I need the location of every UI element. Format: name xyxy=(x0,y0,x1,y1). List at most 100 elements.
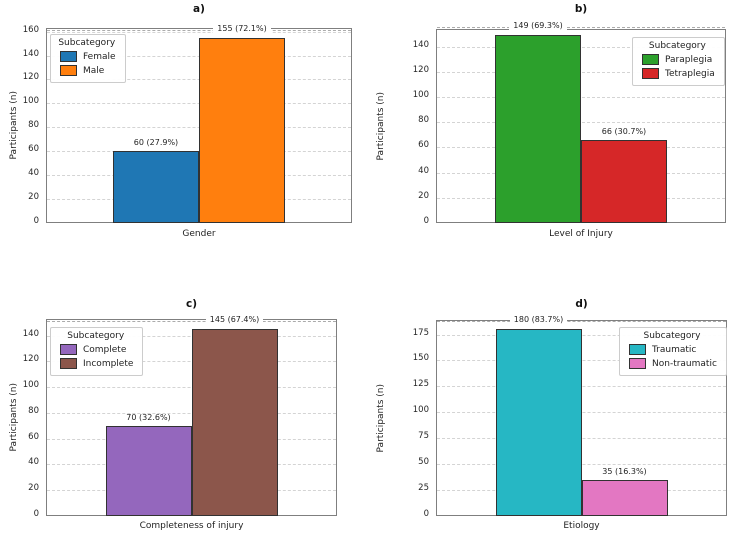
bar-male xyxy=(199,37,285,223)
y-tick-label: 0 xyxy=(33,216,39,226)
y-tick-label: 50 xyxy=(418,457,429,468)
y-tick-label: 80 xyxy=(418,115,429,126)
y-tick-label: 80 xyxy=(28,405,39,416)
callout-label-text: 149 (69.3%) xyxy=(509,21,567,31)
gridline xyxy=(437,438,726,440)
bar-label: 60 (27.9%) xyxy=(133,138,179,148)
y-tick-label: 80 xyxy=(28,120,39,131)
bar-paraplegia xyxy=(495,35,581,223)
y-tick-label: 120 xyxy=(22,354,39,365)
gridline xyxy=(437,334,726,336)
callout-line xyxy=(437,321,726,323)
y-tick-label: 25 xyxy=(418,483,429,494)
callout-line xyxy=(47,29,351,31)
y-tick-label: 75 xyxy=(418,431,429,442)
gridline xyxy=(437,97,725,99)
bar-non-traumatic xyxy=(581,479,668,516)
y-axis-label: Participants (n) xyxy=(6,28,22,223)
y-tick-label: 20 xyxy=(28,192,39,203)
y-tick-label: 100 xyxy=(22,96,39,107)
callout-label-text: 180 (83.7%) xyxy=(509,315,568,325)
callout-label: 149 (69.3%) xyxy=(478,21,598,31)
y-tick-label: 60 xyxy=(28,144,39,155)
y-tick-label: 40 xyxy=(28,457,39,468)
chart-panel-c: c) 0 20 40 60 80 100 120 140 70 (32.6%) 145 (67.4%… xyxy=(0,270,367,541)
bar-traumatic xyxy=(495,329,582,516)
callout-label-text: 145 (67.4%) xyxy=(205,315,264,325)
y-tick-label: 0 xyxy=(423,216,429,226)
legend-entry: Traumatic xyxy=(629,344,717,356)
callout-label-text: 155 (72.1%) xyxy=(213,23,271,33)
chart-panel-d: d) 0 25 50 75 100 125 150 175 180 (83.7%) 35 (16.3… xyxy=(367,270,734,541)
legend-swatch xyxy=(60,344,77,356)
legend-entry-label: Complete xyxy=(83,344,127,355)
legend-swatch xyxy=(60,51,77,63)
bar-label: 66 (30.7%) xyxy=(601,126,647,136)
callout-label: 145 (67.4%) xyxy=(175,315,295,325)
y-tick-label: 140 xyxy=(22,328,39,339)
y-tick-label: 160 xyxy=(22,24,39,35)
legend-entry: Non-traumatic xyxy=(629,358,717,370)
y-tick-label: 60 xyxy=(28,431,39,442)
legend-title: Subcategory xyxy=(58,38,116,48)
legend-swatch xyxy=(642,54,659,66)
panel-title: d) xyxy=(575,298,588,310)
legend-title: Subcategory xyxy=(67,331,125,341)
gridline xyxy=(437,71,725,73)
gridline xyxy=(437,46,725,48)
legend-entry-label: Incomplete xyxy=(83,358,134,369)
x-axis-label: Completeness of injury xyxy=(139,521,244,531)
y-tick-label: 20 xyxy=(418,190,429,201)
legend-title: Subcategory xyxy=(648,41,706,51)
bar-label: 35 (16.3%) xyxy=(602,466,647,476)
x-axis-label: Gender xyxy=(182,229,216,239)
gridline xyxy=(437,412,726,414)
y-axis-label-text: Participants (n) xyxy=(8,91,19,160)
y-tick-label: 20 xyxy=(28,483,39,494)
legend: Subcategory Complete Incomplete xyxy=(50,327,144,377)
y-axis-label: Participants (n) xyxy=(373,29,389,223)
legend-swatch xyxy=(629,344,646,356)
y-tick-label: 40 xyxy=(418,165,429,176)
y-tick-label: 120 xyxy=(412,64,429,75)
y-tick-label: 100 xyxy=(412,405,429,416)
bar-tetraplegia xyxy=(581,139,667,223)
legend-entry-label: Non-traumatic xyxy=(652,358,717,369)
y-tick-label: 100 xyxy=(22,380,39,391)
y-tick-label: 140 xyxy=(412,39,429,50)
bar-incomplete xyxy=(191,329,278,516)
y-tick-label: 150 xyxy=(412,353,429,364)
bar-complete xyxy=(105,425,192,516)
legend-entry: Incomplete xyxy=(60,358,134,370)
y-tick-label: 40 xyxy=(28,168,39,179)
legend-entry: Complete xyxy=(60,344,133,356)
callout-label: 155 (72.1%) xyxy=(182,23,302,33)
callout-line xyxy=(437,27,725,29)
y-tick-label: 100 xyxy=(412,90,429,101)
gridline xyxy=(437,464,726,466)
legend-swatch xyxy=(60,358,77,370)
legend: Subcategory Female Male xyxy=(50,34,126,84)
legend: Subcategory Paraplegia Tetraplegia xyxy=(632,37,725,87)
y-tick-label: 120 xyxy=(22,72,39,83)
callout-label: 180 (83.7%) xyxy=(479,315,599,325)
y-axis-label: Participants (n) xyxy=(6,319,22,516)
panel-title: c) xyxy=(185,298,198,310)
legend-entry: Male xyxy=(60,65,116,77)
y-axis-label-text: Participants (n) xyxy=(375,383,386,453)
legend-entry-label: Traumatic xyxy=(652,344,697,355)
legend-entry: Paraplegia xyxy=(642,54,715,66)
bar-label: 70 (32.6%) xyxy=(126,412,171,422)
y-tick-label: 0 xyxy=(33,509,39,519)
legend-swatch xyxy=(629,358,646,370)
gridline xyxy=(47,31,351,33)
legend-entry: Female xyxy=(60,51,116,63)
gridline xyxy=(437,386,726,388)
y-tick-label: 125 xyxy=(412,379,429,390)
panel-title: b) xyxy=(574,3,588,15)
x-axis-label: Level of Injury xyxy=(549,229,613,239)
legend: Subcategory Traumatic Non-traumatic xyxy=(619,327,727,377)
y-tick-label: 140 xyxy=(22,48,39,59)
legend-entry-label: Male xyxy=(83,65,105,76)
chart-panel-b: b) 0 20 40 60 80 100 120 140 149 (69.3%) 66 (30.7%… xyxy=(367,0,734,270)
